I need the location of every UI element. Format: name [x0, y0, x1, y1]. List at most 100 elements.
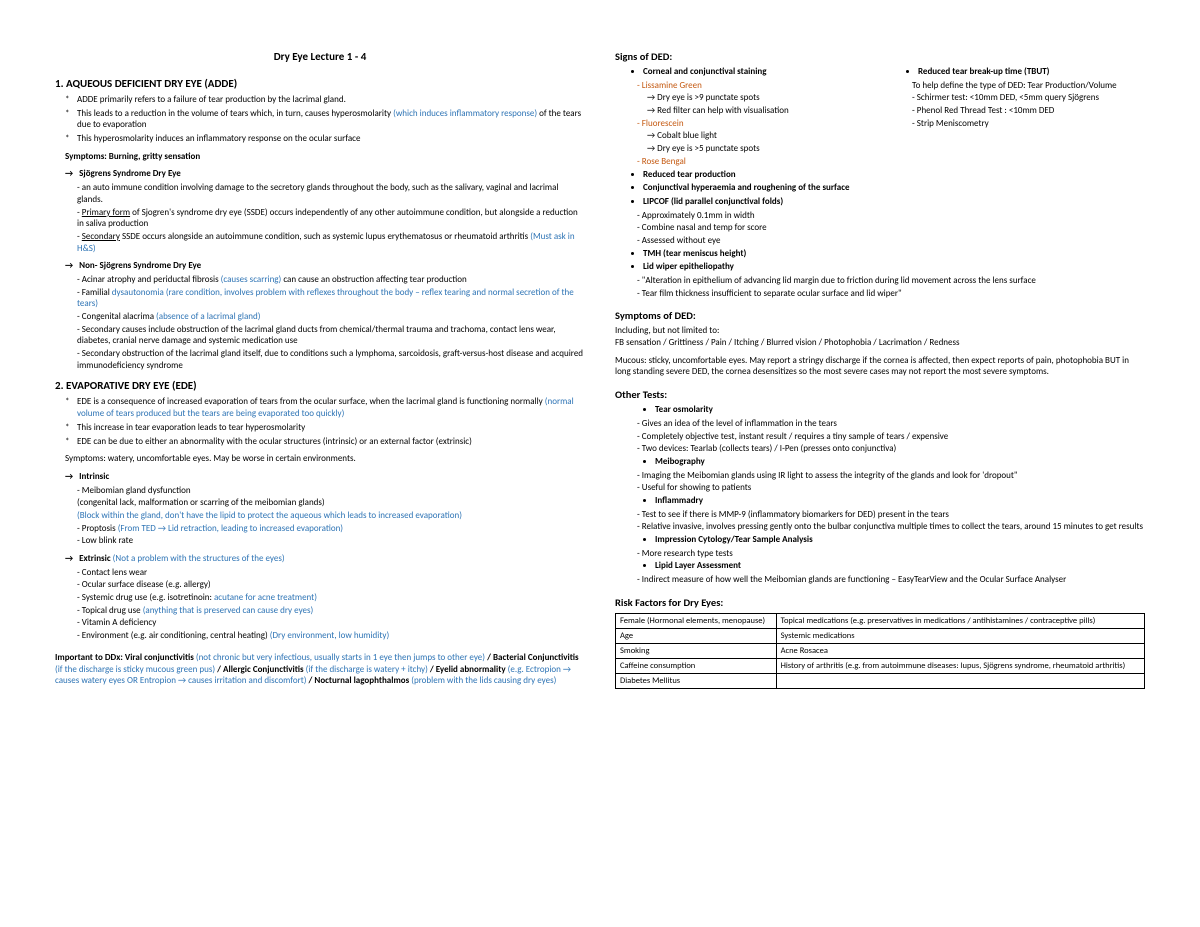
test-line: - More research type tests — [615, 548, 1145, 560]
test-line: - Useful for showing to patients — [615, 482, 1145, 494]
ns-line: - Secondary obstruction of the lacrimal … — [55, 348, 585, 371]
s2-item: EDE can be due to either an abnormality … — [77, 436, 585, 448]
stain-line: → Cobalt blue light — [615, 130, 870, 142]
page-title: Dry Eye Lecture 1 - 4 — [55, 50, 585, 63]
signs-two-col: Corneal and conjunctival staining - Liss… — [615, 66, 1145, 169]
cell: History of arthritis (e.g. from autoimmu… — [776, 658, 1144, 673]
test-item: Tear osmolarity — [655, 404, 1145, 416]
section-1-head: 1. AQUEOUS DEFICIENT DRY EYE (ADDE) — [55, 77, 585, 90]
s2-item: This increase in tear evaporation leads … — [77, 422, 585, 434]
s1-list: ADDE primarily refers to a failure of te… — [55, 94, 585, 145]
left-column: Dry Eye Lecture 1 - 4 1. AQUEOUS DEFICIE… — [55, 50, 585, 689]
lipcof-line: - Combine nasal and temp for score — [615, 222, 1145, 234]
table-row: SmokingAcne Rosacea — [616, 643, 1145, 658]
document-page: Dry Eye Lecture 1 - 4 1. AQUEOUS DEFICIE… — [55, 50, 1145, 689]
lidwiper-line: - Tear film thickness insufficient to se… — [615, 288, 1145, 300]
extrinsic-head: Extrinsic (Not a problem with the struct… — [55, 553, 585, 565]
tbut-line: - Schirmer test: <10mm DED, <5mm query S… — [890, 92, 1145, 104]
other-tests-list: Tear osmolarity — [615, 404, 1145, 416]
cell: Diabetes Mellitus — [616, 673, 777, 688]
ddx-paragraph: Important to DDx: Viral conjunctivitis (… — [55, 652, 585, 687]
cell: Female (Hormonal elements, menopause) — [616, 613, 777, 628]
sign-item: Reduced tear production — [643, 169, 1145, 181]
cell: Caffeine consumption — [616, 658, 777, 673]
test-line: - Gives an idea of the level of inflamma… — [615, 418, 1145, 430]
extr-line: - Systemic drug use (e.g. isotretinoin: … — [55, 592, 585, 604]
s2-list: EDE is a consequence of increased evapor… — [55, 396, 585, 447]
signs-list: Corneal and conjunctival staining — [615, 66, 870, 78]
tbut-line: - Phenol Red Thread Test : <10mm DED — [890, 105, 1145, 117]
other-tests-list: Impression Cytology/Tear Sample Analysis — [615, 534, 1145, 546]
signs-list-3: TMH (tear meniscus height) Lid wiper epi… — [615, 248, 1145, 273]
intr-line: - Low blink rate — [55, 535, 585, 547]
intr-line: (Block within the gland, don't have the … — [55, 510, 585, 522]
signs-head: Signs of DED: — [615, 50, 1145, 63]
intr-line: - Proptosis (From TED → Lid retraction, … — [55, 523, 585, 535]
lipcof-line: - Assessed without eye — [615, 235, 1145, 247]
table-row: Female (Hormonal elements, menopause)Top… — [616, 613, 1145, 628]
sign-item: Lid wiper epitheliopathy — [643, 261, 1145, 273]
risk-table: Female (Hormonal elements, menopause)Top… — [615, 613, 1145, 689]
cell: Topical medications (e.g. preservatives … — [776, 613, 1144, 628]
extr-line: - Topical drug use (anything that is pre… — [55, 605, 585, 617]
test-item: Lipid Layer Assessment — [655, 560, 1145, 572]
signs-list-2: Reduced tear production Conjunctival hyp… — [615, 169, 1145, 208]
tbut-line: - Strip Meniscometry — [890, 118, 1145, 130]
sign-item: Corneal and conjunctival staining — [643, 66, 870, 78]
test-item: Meibography — [655, 456, 1145, 468]
sj-line: - an auto immune condition involving dam… — [55, 182, 585, 205]
other-tests-list: Inflammadry — [615, 495, 1145, 507]
table-row: Diabetes Mellitus — [616, 673, 1145, 688]
extr-line: - Ocular surface disease (e.g. allergy) — [55, 579, 585, 591]
lidwiper-line: - "Alteration in epithelium of advancing… — [615, 275, 1145, 287]
symp-line: Mucous: sticky, uncomfortable eyes. May … — [615, 355, 1145, 378]
intr-line: (congenital lack, malformation or scarri… — [55, 497, 585, 509]
ns-line: - Secondary causes include obstruction o… — [55, 324, 585, 347]
extr-line: - Vitamin A deficiency — [55, 617, 585, 629]
intrinsic-head: Intrinsic — [55, 471, 585, 483]
s1-item: This hyperosmolarity induces an inflamma… — [77, 133, 585, 145]
cell — [776, 673, 1144, 688]
stain-line: - Fluorescein — [615, 118, 870, 130]
test-line: - Two devices: Tearlab (collects tears) … — [615, 443, 1145, 455]
symp-line: Including, but not limited to: — [615, 325, 1145, 337]
sj-line: - Primary form of Sjogren's syndrome dry… — [55, 207, 585, 230]
test-line: - Imaging the Meibomian glands using IR … — [615, 470, 1145, 482]
extr-line: - Environment (e.g. air conditioning, ce… — [55, 630, 585, 642]
signs-left: Corneal and conjunctival staining - Liss… — [615, 66, 870, 169]
s1-symptoms: Symptoms: Burning, gritty sensation — [55, 151, 585, 163]
sign-item: TMH (tear meniscus height) — [643, 248, 1145, 260]
stain-line: - Lissamine Green — [615, 80, 870, 92]
symptoms-head: Symptoms of DED: — [615, 309, 1145, 322]
stain-line: → Dry eye is >9 punctate spots — [615, 92, 870, 104]
test-item: Inflammadry — [655, 495, 1145, 507]
extr-line: - Contact lens wear — [55, 567, 585, 579]
right-column: Signs of DED: Corneal and conjunctival s… — [615, 50, 1145, 689]
signs-right: Reduced tear break-up time (TBUT) To hel… — [890, 66, 1145, 169]
intr-line: - Meibomian gland dysfunction — [55, 485, 585, 497]
stain-line: → Red filter can help with visualisation — [615, 105, 870, 117]
other-tests-head: Other Tests: — [615, 388, 1145, 401]
test-line: - Test to see if there is MMP-9 (inflamm… — [615, 509, 1145, 521]
stain-line: - Rose Bengal — [615, 156, 870, 168]
test-line: - Completely objective test, instant res… — [615, 431, 1145, 443]
signs-list-r: Reduced tear break-up time (TBUT) — [890, 66, 1145, 78]
s1-item: This leads to a reduction in the volume … — [77, 108, 585, 131]
cell: Systemic medications — [776, 628, 1144, 643]
sign-item: Reduced tear break-up time (TBUT) — [918, 66, 1145, 78]
other-tests-list: Meibography — [615, 456, 1145, 468]
lipcof-line: - Approximately 0.1mm in width — [615, 210, 1145, 222]
cell: Age — [616, 628, 777, 643]
sign-item: LIPCOF (lid parallel conjunctival folds) — [643, 196, 1145, 208]
symp-line: FB sensation / Grittiness / Pain / Itchi… — [615, 337, 1145, 349]
s2-symptoms: Symptoms: watery, uncomfortable eyes. Ma… — [55, 453, 585, 465]
other-tests-list: Lipid Layer Assessment — [615, 560, 1145, 572]
stain-line: → Dry eye is >5 punctate spots — [615, 143, 870, 155]
s1-item: ADDE primarily refers to a failure of te… — [77, 94, 585, 106]
test-line: - Relative invasive, involves pressing g… — [615, 521, 1145, 533]
s2-item: EDE is a consequence of increased evapor… — [77, 396, 585, 419]
sjogrens-head: Sjögrens Syndrome Dry Eye — [55, 168, 585, 180]
cell: Acne Rosacea — [776, 643, 1144, 658]
ns-line: - Acinar atrophy and periductal fibrosis… — [55, 274, 585, 286]
test-item: Impression Cytology/Tear Sample Analysis — [655, 534, 1145, 546]
